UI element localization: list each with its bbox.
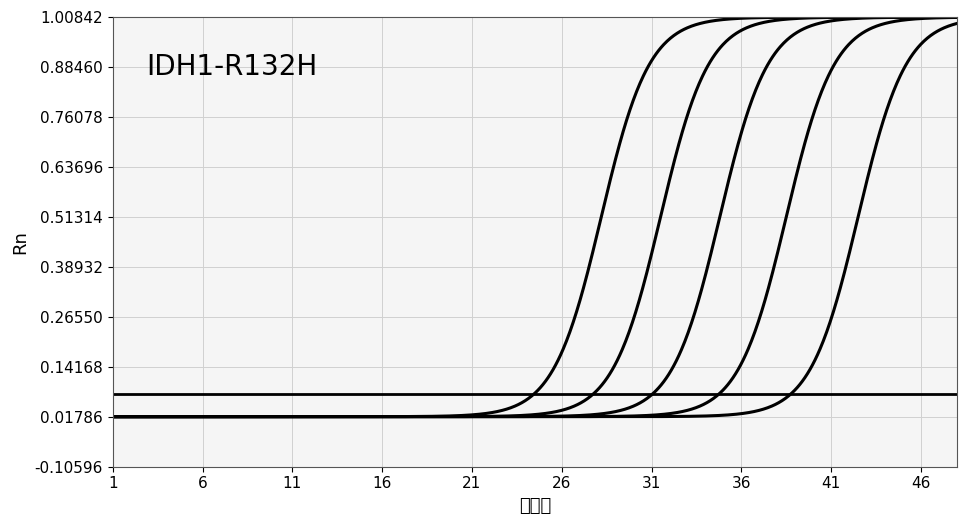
Text: IDH1-R132H: IDH1-R132H (146, 53, 318, 81)
Y-axis label: Rn: Rn (11, 230, 29, 254)
X-axis label: 循环数: 循环数 (519, 497, 551, 515)
